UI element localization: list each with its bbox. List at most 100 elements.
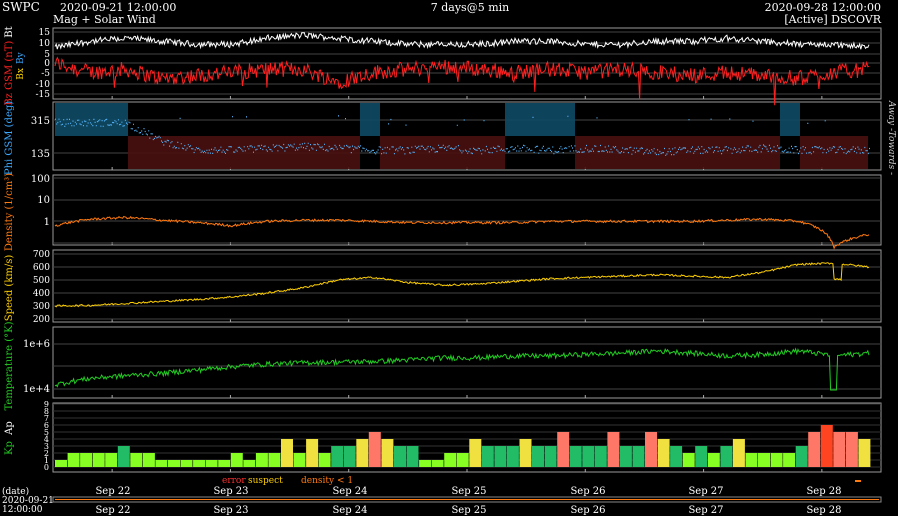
kp-bar	[318, 453, 331, 467]
kp-bar	[519, 439, 532, 467]
phi-points	[55, 115, 870, 156]
temperature-line	[54, 347, 870, 391]
kp-bar	[193, 460, 206, 467]
density-tick: 10	[37, 195, 50, 206]
kp-bar	[795, 446, 808, 467]
panel-frames	[52, 27, 882, 473]
phi-band	[780, 103, 800, 136]
kp-bar	[168, 460, 180, 467]
kp-bar	[469, 439, 482, 467]
subtitle: Mag + Solar Wind	[53, 13, 156, 26]
kp-bar	[557, 432, 570, 467]
kp-bar	[481, 446, 494, 467]
speed-tick: 200	[33, 315, 50, 325]
kp-bar	[670, 446, 683, 467]
tick-labels: 15 10 5 0 -5 -10 -15 315 135 100 10 1 70…	[23, 28, 50, 472]
x-day-label: Sep 24	[332, 486, 367, 497]
kp-bar	[368, 432, 381, 467]
data-source: [Active] DSCOVR	[784, 13, 881, 26]
speed-tick: 400	[33, 289, 50, 299]
ap-ylabel: Ap	[4, 421, 15, 436]
kp-bar	[431, 460, 444, 467]
kp-bar	[67, 453, 80, 467]
kp-bar	[105, 453, 118, 467]
end-date: 2020-09-28 12:00:00	[765, 1, 881, 14]
x-day-label-bottom: Sep 27	[688, 505, 723, 516]
mag-tick: -10	[36, 80, 51, 90]
kp-bar	[55, 460, 67, 467]
x-day-label-bottom: Sep 25	[451, 505, 486, 516]
x-day-label-bottom: Sep 26	[570, 505, 605, 516]
phi-ylabel: Phi GSM (deg)	[4, 101, 15, 175]
phi-tick: 135	[31, 149, 50, 160]
kp-bar	[419, 460, 432, 467]
kp-bar	[732, 439, 745, 467]
density-flag-mark	[855, 480, 861, 482]
kp-bar	[255, 453, 268, 467]
kp-bar	[230, 453, 243, 467]
panel-frame-den	[52, 174, 882, 246]
x-day-label-bottom: Sep 28	[806, 505, 841, 516]
kp-bar	[569, 446, 582, 467]
kp-tick: 2	[44, 449, 49, 458]
kp-tick: 7	[44, 414, 49, 423]
bx-label: Bx	[16, 68, 26, 80]
bt-line	[54, 31, 870, 50]
org-label: SWPC	[2, 0, 40, 14]
kp-bar	[783, 453, 796, 467]
kp-bar	[205, 460, 218, 467]
temp-tick: 1e+6	[23, 339, 50, 350]
x-day-label-bottom: Sep 22	[95, 505, 130, 516]
legend-error: error	[222, 476, 246, 486]
phi-band	[128, 136, 360, 169]
speed-ylabel: Speed (km/s)	[4, 255, 15, 322]
kp-bar	[607, 432, 620, 467]
kp-tick: 9	[44, 400, 49, 409]
kp-bar	[494, 446, 507, 467]
kp-bar	[682, 453, 695, 467]
speed-tick: 300	[33, 302, 50, 312]
kp-bar	[532, 446, 544, 467]
mag-tick: -5	[41, 69, 50, 79]
bt-label: Bt	[4, 26, 15, 37]
kp-bar	[218, 460, 231, 467]
kp-bar	[356, 439, 369, 467]
density-ylabel: Density (1/cm³)	[4, 173, 15, 251]
speed-line	[54, 262, 870, 308]
x-day-label: Sep 23	[213, 486, 248, 497]
kp-bar	[381, 439, 394, 467]
kp-bar	[180, 460, 193, 467]
x-day-label: Sep 25	[451, 486, 486, 497]
time-span: 7 days@5 min	[431, 1, 509, 14]
mag-tick: 5	[44, 50, 50, 60]
phi-right-label: Away -Towards -	[886, 100, 896, 175]
kp-tick: 6	[44, 421, 49, 430]
bz-label: Bz GSM (nT)	[4, 41, 15, 106]
kp-bar	[594, 446, 607, 467]
kp-bar	[657, 439, 670, 467]
start-date: 2020-09-21 12:00:00	[60, 1, 176, 14]
corner-date: 2020-09-21	[2, 496, 54, 506]
kp-tick: 0	[44, 463, 49, 472]
mag-ylabel-xy: Bx By	[16, 51, 26, 79]
density-tick: 100	[31, 174, 50, 185]
phi-band	[55, 103, 128, 136]
kp-tick: 4	[44, 435, 49, 444]
kp-tick: 5	[44, 428, 49, 437]
temp-ylabel: Temperature (°K)	[4, 321, 15, 410]
speed-tick: 500	[33, 276, 50, 286]
density-tick: 1	[44, 217, 50, 228]
phi-direction-bands	[55, 103, 868, 169]
phi-band	[505, 103, 575, 136]
legend-suspect: suspect	[248, 476, 283, 486]
kp-bar	[695, 446, 708, 467]
phi-tick: 315	[31, 116, 50, 127]
x-day-label: Sep 27	[688, 486, 723, 497]
bz-line	[54, 56, 870, 106]
svg-text:Bz GSM (nT)Bt: Bz GSM (nT) Bt	[4, 26, 15, 105]
kp-bar	[845, 432, 858, 467]
x-day-label: Sep 28	[806, 486, 841, 497]
kp-bar	[155, 460, 168, 467]
kp-bar	[444, 453, 457, 467]
x-day-labels: Sep 22 Sep 23 Sep 24 Sep 25 Sep 26 Sep 2…	[95, 486, 841, 516]
